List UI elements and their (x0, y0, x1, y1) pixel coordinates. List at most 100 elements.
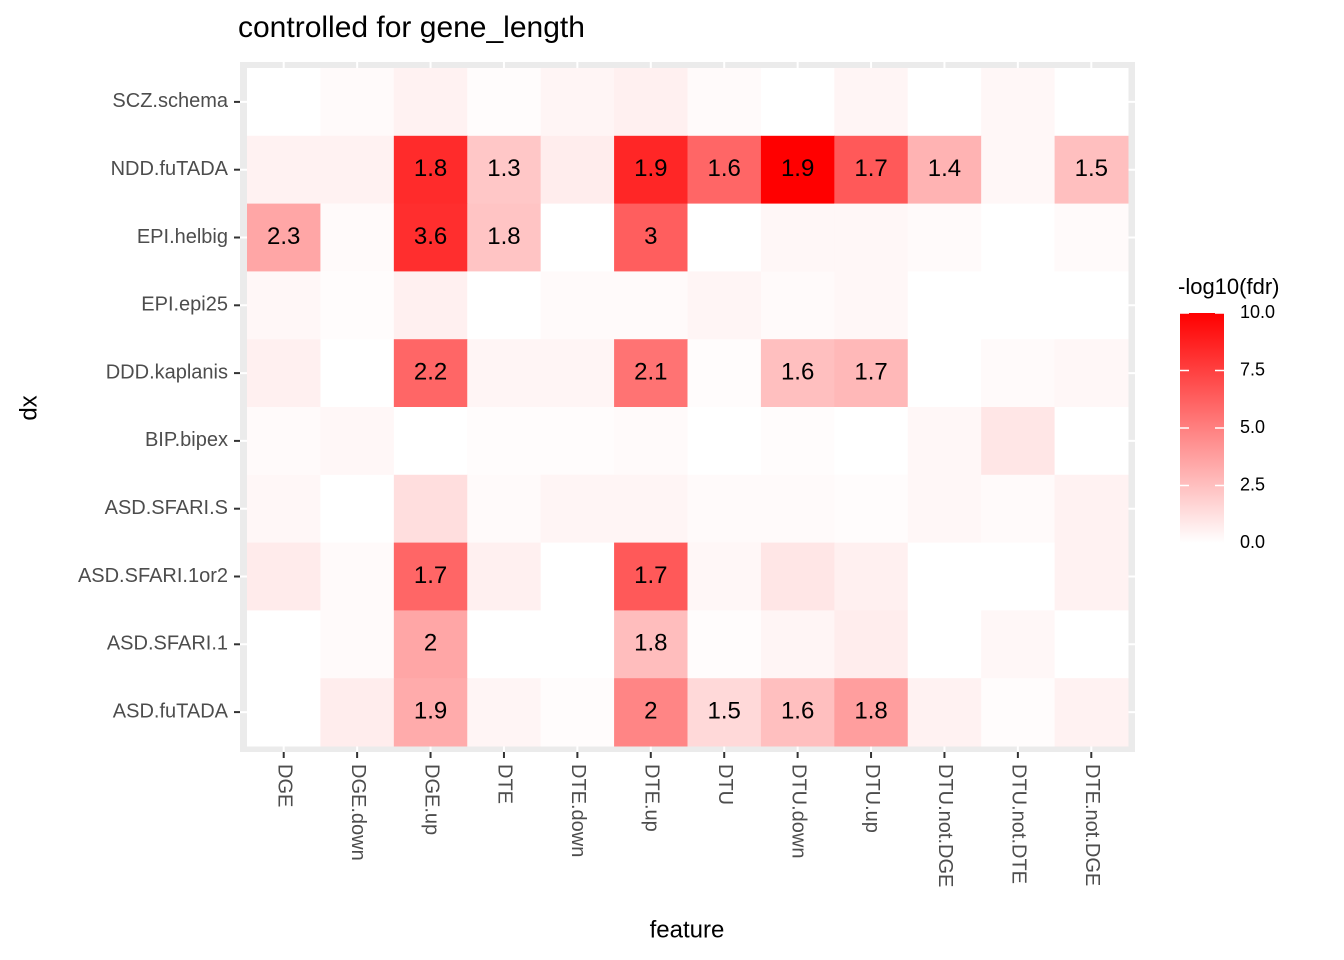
heatmap-cell (1054, 678, 1129, 747)
heatmap-cell (614, 678, 688, 747)
heatmap-cell (907, 474, 982, 544)
heatmap-cell (1054, 407, 1129, 476)
cell-label: 1.7 (854, 358, 887, 385)
heatmap-cell (393, 68, 468, 137)
heatmap-cell (687, 474, 762, 544)
x-tick-label: DGE.up (420, 764, 442, 835)
heatmap-cell (320, 407, 395, 476)
heatmap-cell (393, 542, 468, 611)
cell-label: 1.8 (634, 630, 667, 657)
heatmap-cell (907, 678, 982, 747)
cell-label: 2 (644, 697, 657, 724)
x-tick-label: DTU (714, 764, 736, 805)
heatmap-cell (834, 203, 909, 272)
x-tick-label: DTE.not.DGE (1081, 764, 1103, 886)
cell-label: 1.6 (708, 155, 741, 182)
heatmap-cell (1054, 203, 1129, 272)
heatmap-cell (1054, 542, 1129, 611)
heatmap-cell (540, 542, 615, 611)
heatmap-cell (393, 407, 468, 476)
heatmap-cell (247, 407, 321, 476)
heatmap-cell (467, 339, 542, 408)
x-tick-label: DTE.down (567, 764, 589, 857)
cell-label: 2 (424, 630, 437, 657)
heatmap-cell (834, 135, 909, 205)
heatmap-cell (981, 135, 1056, 205)
cell-label: 1.8 (414, 155, 447, 182)
heatmap-cell (393, 135, 468, 205)
heatmap-cell (320, 474, 395, 544)
heatmap-cell (247, 542, 321, 611)
heatmap-cell (320, 678, 395, 747)
cell-label: 1.7 (634, 562, 667, 589)
cell-label: 3.6 (414, 223, 447, 250)
heatmap-cell (467, 407, 542, 476)
heatmap-cell (320, 339, 395, 408)
heatmap-cell (834, 339, 909, 408)
x-tick-label: DTU.down (787, 764, 809, 858)
heatmap-cell (834, 474, 909, 544)
heatmap-cell (687, 68, 762, 137)
heatmap-cell (467, 203, 542, 272)
legend-tick-label: 5.0 (1240, 417, 1265, 437)
cell-label: 1.9 (781, 155, 814, 182)
cell-label: 1.5 (708, 697, 741, 724)
heatmap-cell (907, 610, 982, 679)
x-tick-label: DTE (494, 764, 516, 804)
heatmap-cell (760, 339, 835, 408)
heatmap-cell (467, 542, 542, 611)
cell-label: 1.7 (854, 155, 887, 182)
heatmap-cell (320, 203, 395, 272)
heatmap-cell (687, 135, 762, 205)
heatmap-cell (687, 407, 762, 476)
y-tick-label: DDD.kaplanis (106, 361, 228, 383)
cell-label: 1.9 (634, 155, 667, 182)
heatmap-cell (320, 271, 395, 340)
heatmap-cell (1054, 610, 1129, 679)
heatmap-cell (1054, 135, 1129, 205)
heatmap-cell (907, 271, 982, 340)
cell-label: 2.3 (267, 223, 300, 250)
heatmap-cell (247, 68, 321, 137)
heatmap-cell (540, 135, 615, 205)
heatmap-cell (393, 678, 468, 747)
heatmap-cell (760, 610, 835, 679)
legend-tick-label: 0.0 (1240, 532, 1265, 552)
y-tick-label: ASD.SFARI.1 (107, 633, 228, 655)
heatmap-cell (540, 474, 615, 544)
heatmap-cell (540, 68, 615, 137)
cell-label: 1.3 (487, 155, 520, 182)
heatmap-cell (687, 271, 762, 340)
heatmap-cell (834, 407, 909, 476)
heatmap-cell (247, 203, 321, 272)
heatmap-cell (687, 678, 762, 747)
heatmap-cell (467, 68, 542, 137)
heatmap-cell (834, 678, 909, 747)
cell-label: 1.8 (854, 697, 887, 724)
heatmap-cell (760, 203, 835, 272)
heatmap-cell (614, 610, 688, 679)
y-tick-label: ASD.SFARI.S (105, 497, 228, 519)
cell-label: 1.6 (781, 697, 814, 724)
heatmap-cell (687, 203, 762, 272)
heatmap-cell (981, 474, 1056, 544)
heatmap-cell (540, 203, 615, 272)
heatmap-cell (467, 474, 542, 544)
heatmap-cell (981, 68, 1056, 137)
heatmap-cell (614, 135, 688, 205)
heatmap-cell (687, 542, 762, 611)
heatmap-cell (247, 474, 321, 544)
cell-label: 3 (644, 223, 657, 250)
heatmap-cell (981, 271, 1056, 340)
y-tick-label: EPI.epi25 (141, 294, 228, 316)
heatmap-cell (247, 339, 321, 408)
heatmap-cell (1054, 474, 1129, 544)
cell-label: 1.9 (414, 697, 447, 724)
heatmap-cell (247, 271, 321, 340)
heatmap-cell (614, 68, 688, 137)
heatmap-cell (320, 542, 395, 611)
cell-label: 1.5 (1075, 155, 1108, 182)
heatmap-cell (540, 610, 615, 679)
